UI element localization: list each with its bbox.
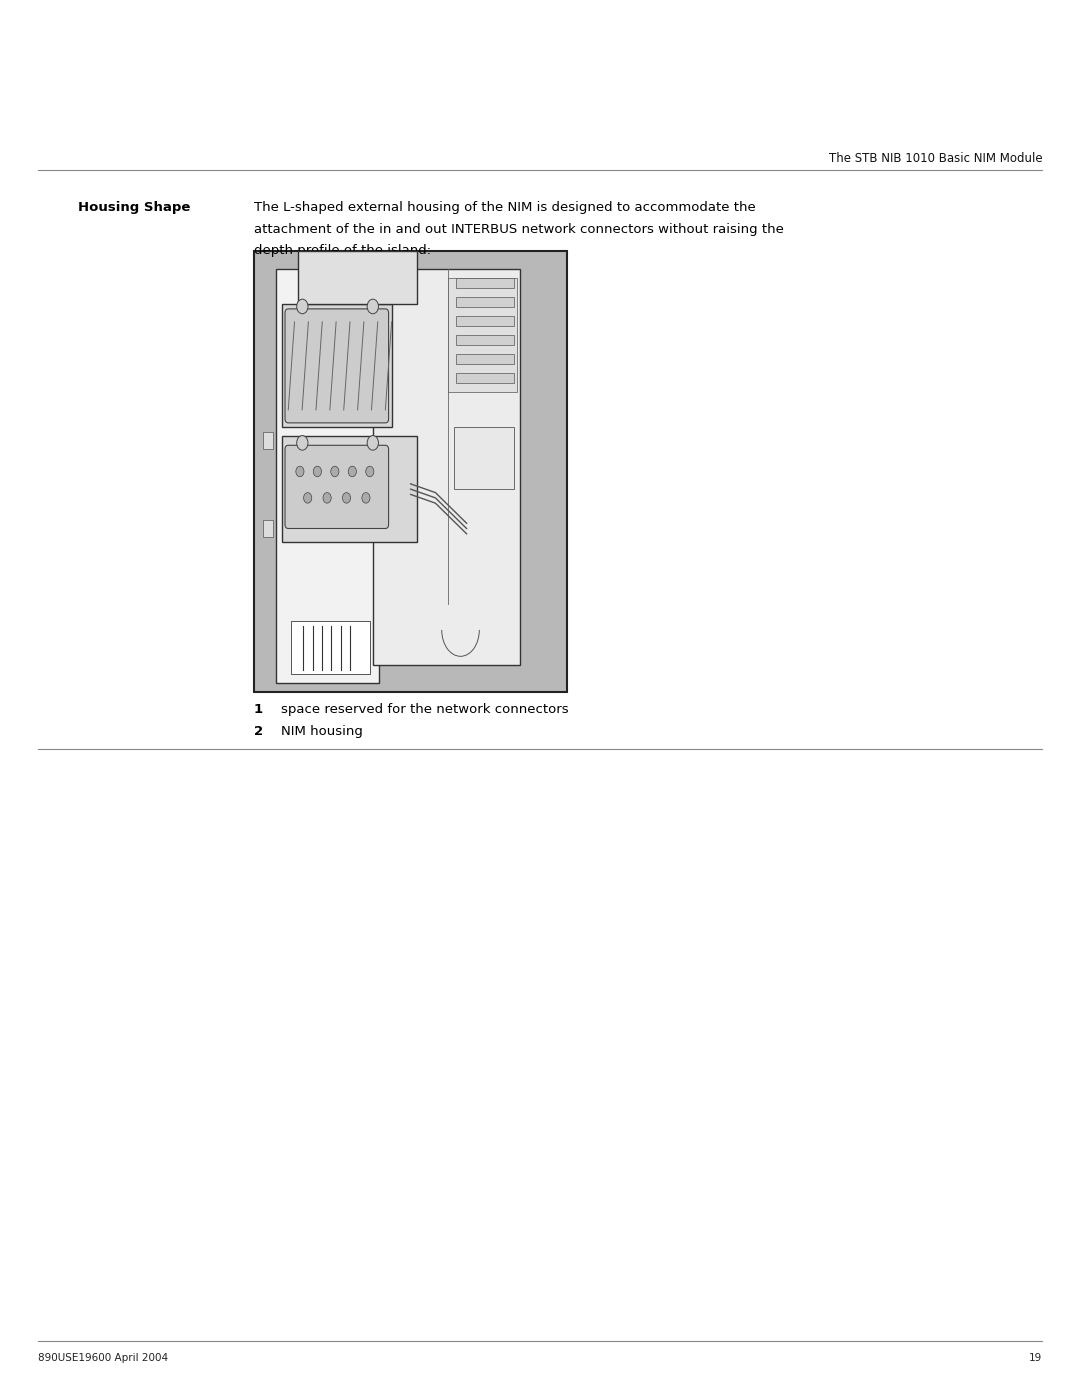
Bar [456,278,514,288]
Bar [264,520,272,538]
Circle shape [296,467,303,476]
Text: attachment of the in and out INTERBUS network connectors without raising the: attachment of the in and out INTERBUS ne… [254,224,784,236]
Bar [456,353,514,363]
Bar [456,373,514,383]
Circle shape [303,493,312,503]
FancyBboxPatch shape [285,309,389,423]
Bar [264,432,272,450]
Circle shape [313,467,322,476]
Text: space reserved for the network connectors: space reserved for the network connector… [281,703,568,715]
Circle shape [330,467,339,476]
Text: 890USE19600 April 2004: 890USE19600 April 2004 [38,1354,167,1363]
Circle shape [342,493,351,503]
Circle shape [367,436,378,450]
Bar [456,316,514,326]
Circle shape [366,467,374,476]
Bar [292,622,369,673]
Bar [275,270,379,683]
Circle shape [367,299,378,314]
Circle shape [323,493,332,503]
Bar [282,436,417,542]
Circle shape [348,467,356,476]
Text: NIM housing: NIM housing [281,725,363,738]
Bar [456,335,514,345]
FancyBboxPatch shape [285,446,389,528]
Circle shape [362,493,370,503]
Circle shape [297,436,308,450]
Bar [455,427,514,489]
Bar [456,298,514,307]
Bar [373,270,521,665]
Bar [282,305,392,427]
Text: 2: 2 [254,725,262,738]
Text: The STB NIB 1010 Basic NIM Module: The STB NIB 1010 Basic NIM Module [828,152,1042,165]
Bar [298,251,417,305]
Text: depth profile of the island:: depth profile of the island: [254,244,431,257]
Text: 19: 19 [1029,1354,1042,1363]
Bar [448,278,517,393]
Circle shape [297,299,308,314]
Text: 1: 1 [254,703,262,715]
Text: The L-shaped external housing of the NIM is designed to accommodate the: The L-shaped external housing of the NIM… [254,201,756,214]
Bar [254,251,567,692]
Text: Housing Shape: Housing Shape [78,201,190,214]
